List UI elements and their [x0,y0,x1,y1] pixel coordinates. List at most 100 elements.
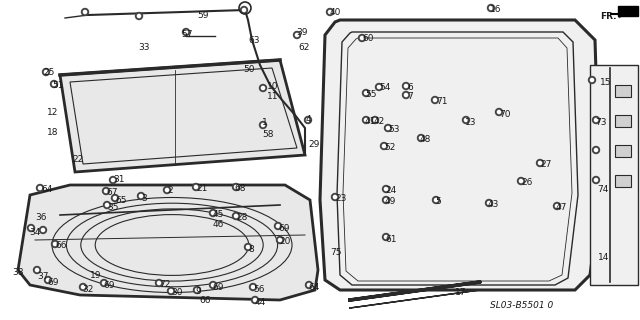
Text: 1: 1 [262,118,268,127]
Bar [615,175,631,187]
Circle shape [538,161,541,164]
Text: 35: 35 [107,203,118,212]
Text: 2: 2 [167,186,173,195]
Polygon shape [618,6,638,16]
Circle shape [403,92,410,99]
Circle shape [373,118,376,122]
Text: 60: 60 [362,34,374,43]
Bar [590,65,638,285]
Circle shape [52,83,56,85]
Text: 9: 9 [195,287,201,296]
Text: 41: 41 [365,117,376,126]
Text: 65: 65 [115,196,127,205]
Circle shape [595,179,598,181]
Bar [615,145,631,157]
Circle shape [381,142,387,149]
Circle shape [140,195,143,197]
Circle shape [209,210,216,217]
Circle shape [138,14,141,18]
Circle shape [463,116,470,124]
Text: 24: 24 [385,186,396,195]
Circle shape [276,236,284,244]
Circle shape [364,118,367,122]
Circle shape [591,78,593,82]
Text: 66: 66 [199,296,211,305]
Circle shape [81,9,88,15]
Circle shape [465,118,468,122]
Text: 10: 10 [267,82,278,91]
Polygon shape [60,60,305,172]
Text: 42: 42 [374,117,385,126]
Circle shape [42,68,49,76]
Circle shape [589,76,595,84]
Text: 53: 53 [388,125,399,134]
Bar [615,115,631,127]
Circle shape [104,202,111,209]
Circle shape [209,282,216,289]
Text: 26: 26 [521,178,532,187]
Circle shape [259,122,266,129]
Text: 59: 59 [197,11,209,20]
Circle shape [307,118,310,122]
Circle shape [488,201,491,204]
Text: 51: 51 [52,81,63,90]
Circle shape [307,284,310,287]
Text: 5: 5 [435,197,441,206]
Circle shape [276,224,280,228]
Circle shape [111,195,118,202]
Text: 56: 56 [253,285,264,294]
Circle shape [404,93,408,97]
Circle shape [435,198,438,202]
Text: 44: 44 [255,298,266,307]
Circle shape [371,116,378,124]
Text: 69: 69 [47,278,58,287]
Circle shape [305,282,312,289]
Circle shape [102,188,109,195]
Circle shape [250,284,257,291]
Circle shape [184,30,188,34]
Text: 27: 27 [540,160,552,169]
Text: 36: 36 [35,213,47,222]
Circle shape [294,31,301,38]
Circle shape [486,199,493,206]
Text: 37: 37 [37,272,49,281]
Circle shape [168,287,175,294]
Circle shape [332,194,339,201]
Circle shape [364,92,367,95]
Circle shape [102,281,106,284]
Text: 31: 31 [113,175,125,184]
Circle shape [33,267,40,274]
Text: 13: 13 [465,118,477,127]
Circle shape [195,288,198,292]
Circle shape [157,281,161,284]
Circle shape [385,236,388,239]
Text: 57: 57 [181,30,193,39]
Circle shape [182,28,189,36]
Circle shape [51,241,58,247]
Circle shape [232,183,239,190]
Text: 69: 69 [278,224,289,233]
Circle shape [100,279,108,286]
Text: 16: 16 [490,5,502,14]
Text: 64: 64 [41,185,52,194]
Text: 20: 20 [279,237,291,246]
Polygon shape [18,185,318,300]
Circle shape [431,97,438,103]
Circle shape [296,33,299,36]
Circle shape [170,289,173,292]
Circle shape [259,84,266,92]
Text: 22: 22 [72,155,83,164]
Circle shape [556,204,559,208]
Circle shape [328,11,332,13]
Circle shape [385,188,388,191]
Text: 15: 15 [600,78,611,87]
Text: 32: 32 [82,285,93,294]
Circle shape [243,8,246,12]
Text: 45: 45 [213,210,225,219]
Text: 34: 34 [29,228,40,237]
Text: 71: 71 [436,97,447,106]
Circle shape [278,238,282,242]
Bar [615,85,631,97]
Circle shape [387,126,390,130]
Circle shape [362,90,369,97]
